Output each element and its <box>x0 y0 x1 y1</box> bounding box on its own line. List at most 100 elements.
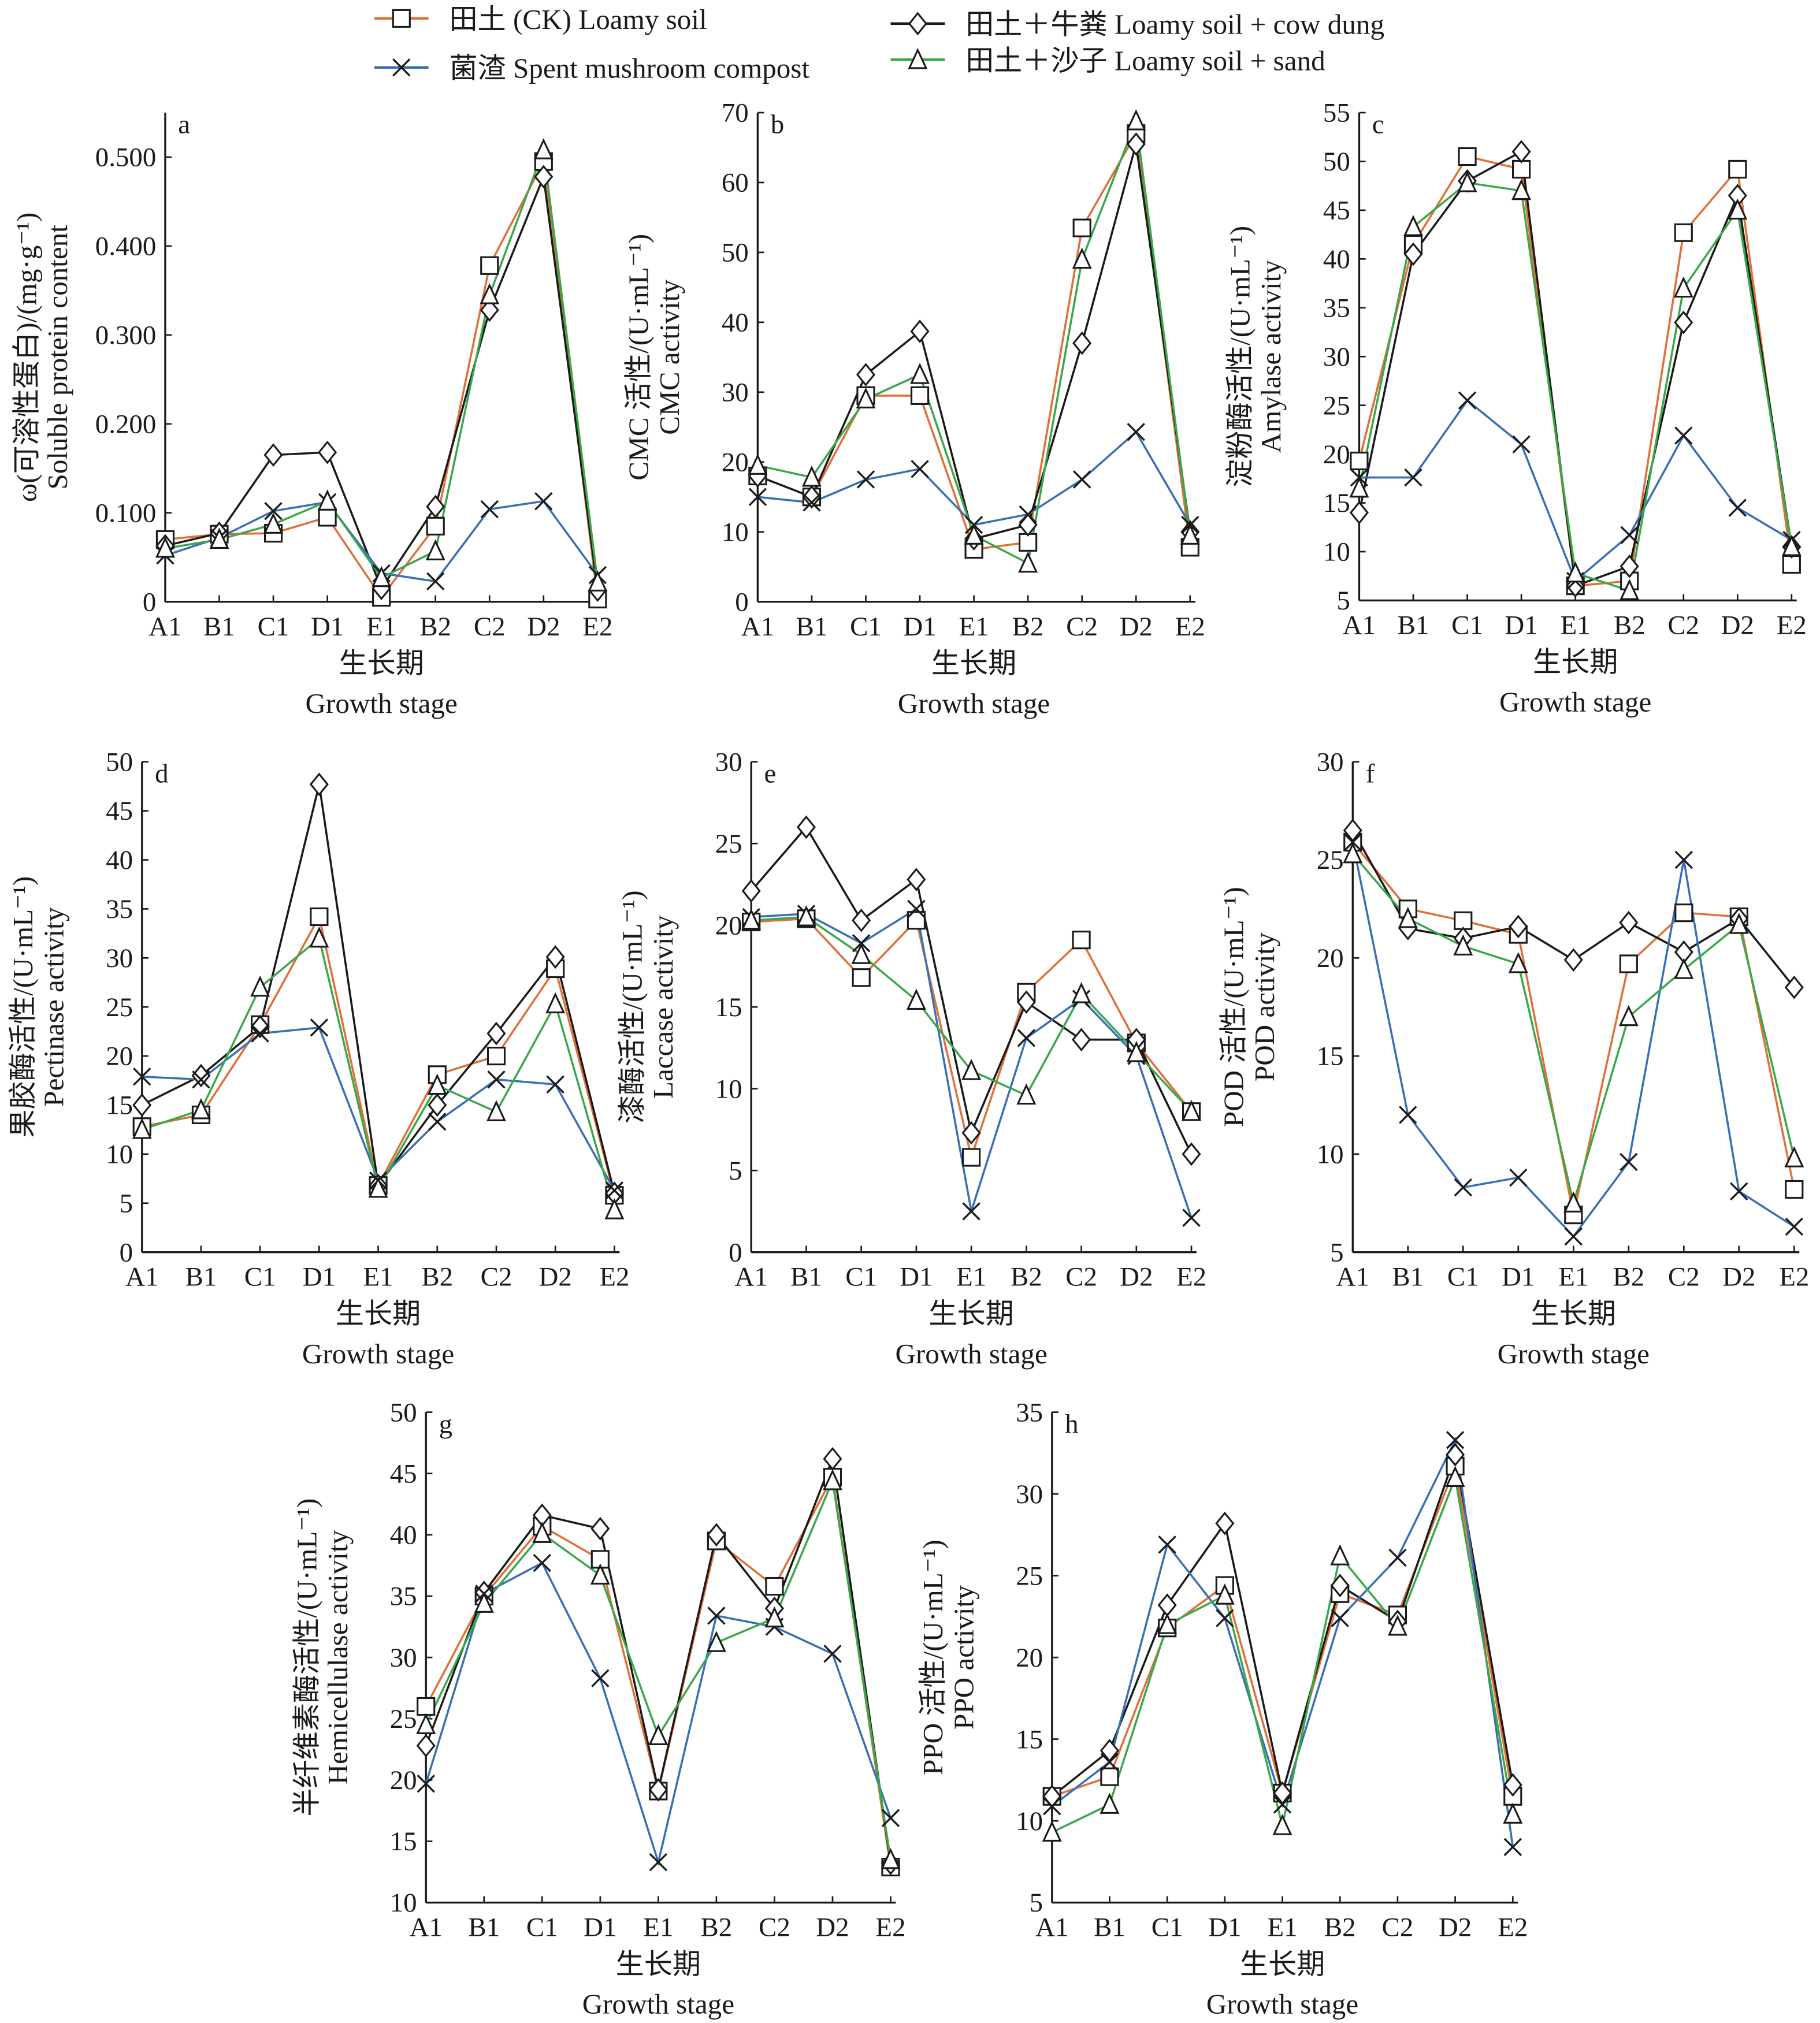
y-tick-label: 0.200 <box>95 409 157 439</box>
y-tick-label: 0 <box>729 1237 742 1267</box>
data-point-sand <box>906 988 926 1010</box>
y-tick-label: 20 <box>390 1765 417 1795</box>
data-point-sand <box>132 1117 152 1139</box>
x-tick-label: E1 <box>956 1262 986 1292</box>
panel-letter: b <box>771 110 784 140</box>
x-tick-label: E1 <box>1558 1262 1588 1292</box>
x-tick-label: E1 <box>366 612 396 642</box>
y-tick-label: 30 <box>1323 342 1350 372</box>
panel-letter: a <box>178 110 190 140</box>
data-point-cow <box>1182 1142 1201 1166</box>
y-tick-label: 40 <box>722 307 749 337</box>
data-point-cow <box>1784 975 1804 999</box>
series-line-cow <box>165 172 599 591</box>
data-point-cow <box>1072 331 1092 355</box>
y-tick-label: 0.100 <box>95 498 157 528</box>
data-point-mush <box>591 1669 610 1687</box>
x-tick-label: C1 <box>526 1913 558 1943</box>
data-point-sand <box>1071 982 1091 1003</box>
data-point-sand <box>1349 476 1369 498</box>
x-tick-label: C2 <box>1382 1913 1414 1943</box>
y-tick-label: 45 <box>106 796 133 826</box>
y-tick-label: 30 <box>1317 747 1344 777</box>
data-point-sand <box>1180 523 1200 545</box>
data-point-ck <box>1072 931 1091 950</box>
x-tick-label: C1 <box>244 1262 276 1292</box>
data-point-sand <box>1126 109 1146 131</box>
y-tick-label: 50 <box>722 238 749 268</box>
series-line-mush <box>425 1561 892 1866</box>
data-point-mush <box>1454 1178 1472 1197</box>
x-tick-label: C1 <box>845 1262 877 1292</box>
data-point-mush <box>1730 1182 1748 1201</box>
data-point-mush <box>748 488 767 506</box>
data-point-sand <box>1214 1583 1235 1605</box>
series-markers-sand <box>748 109 1200 573</box>
y-tick-label: 25 <box>1317 845 1344 875</box>
x-tick-label: E2 <box>1498 1913 1528 1943</box>
legend-label: 田土＋沙子 Loamy soil + sand <box>965 44 1325 76</box>
data-point-sand <box>263 512 284 534</box>
data-point-sand <box>427 1073 447 1095</box>
x-tick-label: E2 <box>599 1262 629 1292</box>
data-point-mush <box>133 1068 151 1086</box>
data-point-mush <box>823 1645 842 1663</box>
data-point-mush <box>1674 850 1693 869</box>
x-tick-label: D1 <box>303 1262 336 1292</box>
x-axis-label-cn: 生长期 <box>1240 1948 1325 1980</box>
y-tick-label: 40 <box>106 845 133 875</box>
data-point-sand <box>372 566 392 587</box>
y-tick-label: 15 <box>715 992 742 1022</box>
x-tick-label: E1 <box>643 1913 673 1943</box>
data-point-mush <box>534 492 553 511</box>
x-tick-label: C2 <box>1668 1262 1700 1292</box>
y-tick-label: 20 <box>1016 1643 1043 1673</box>
series-markers-ck <box>417 1468 900 1877</box>
x-tick-label: D1 <box>311 612 344 642</box>
square-marker-icon <box>392 9 411 28</box>
legend-label: 菌渣 Spent mushroom compost <box>449 53 809 84</box>
x-tick-label: B1 <box>185 1262 217 1292</box>
data-point-cow <box>1330 1574 1350 1597</box>
x-tick-label: E2 <box>1777 611 1807 641</box>
y-axis-label-cn: ω(可溶性蛋白)/(mg·g⁻¹) <box>11 213 43 502</box>
data-point-mush <box>1017 1029 1036 1047</box>
series-markers-cow <box>741 815 1201 1166</box>
data-point-sand <box>155 536 175 558</box>
data-point-ck <box>480 256 499 275</box>
data-point-mush <box>1100 1753 1119 1771</box>
x-tick-label: E2 <box>875 1913 905 1943</box>
data-point-cow <box>416 1734 436 1758</box>
x-axis-label-en: Growth stage <box>1498 1338 1650 1370</box>
x-tick-label: C2 <box>1066 612 1098 642</box>
panel-letter: c <box>1372 110 1384 140</box>
x-tick-label: C1 <box>258 612 289 642</box>
data-point-sand <box>1503 1802 1523 1824</box>
y-tick-label: 30 <box>715 747 742 777</box>
data-point-cow <box>741 879 761 903</box>
series-line-cow <box>750 825 1193 1155</box>
panel-a: 0 0.100 0.200 0.300 0.400 0.500 A1 B1 C1 D1 E1 B2 C2… <box>11 110 613 719</box>
data-point-ck <box>417 1697 436 1716</box>
panel-g: 10 15 20 25 30 35 40 45 50 A1 B1 C1 D1 E1 B2 C2 D2 E2 生长期 G… <box>291 1397 905 2020</box>
x-axis-label-en: Growth stage <box>1499 686 1651 718</box>
triangle-marker-icon <box>908 47 928 69</box>
data-point-mush <box>1785 1217 1804 1236</box>
x-axis-label-en: Growth stage <box>898 687 1050 719</box>
data-point-mush <box>649 1853 668 1872</box>
data-point-cow <box>590 1516 610 1541</box>
data-point-ck <box>962 1148 981 1167</box>
data-point-mush <box>911 460 929 478</box>
data-point-sand <box>1453 934 1473 955</box>
x-tick-label: E1 <box>959 612 989 642</box>
series-markers-cow <box>416 1446 901 1876</box>
y-tick-label: 10 <box>1317 1139 1344 1169</box>
x-tick-label: C2 <box>481 1262 512 1292</box>
x-axis-label-en: Growth stage <box>306 687 458 719</box>
data-point-mush <box>264 501 283 520</box>
data-point-ck <box>1728 159 1747 179</box>
series-line-cow <box>425 1455 892 1864</box>
data-point-sand <box>796 905 816 927</box>
data-point-sand <box>486 1100 506 1121</box>
data-point-mush <box>605 1181 624 1200</box>
